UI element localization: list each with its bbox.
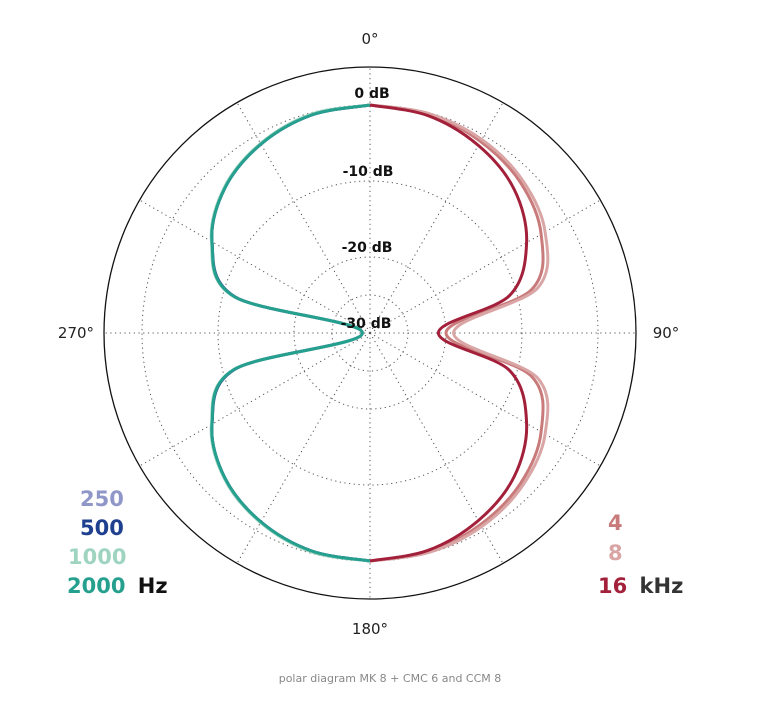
legend-label-500: 500 bbox=[80, 516, 124, 540]
grid-spoke-300 bbox=[139, 199, 371, 334]
legend-label-250: 250 bbox=[80, 487, 124, 511]
grid-spoke-120 bbox=[369, 332, 601, 467]
outer-ring bbox=[103, 66, 637, 600]
legend-unit-khz: kHz bbox=[640, 574, 684, 598]
grid-spoke-150 bbox=[369, 332, 504, 564]
grid-spoke-60 bbox=[369, 199, 601, 334]
grid-ring-1 bbox=[217, 180, 523, 486]
legend-value-2000: 2000 bbox=[67, 574, 125, 598]
angle-label-0: 0° bbox=[361, 30, 378, 48]
db-label-minus20: -20 dB bbox=[342, 240, 393, 256]
angle-label-90: 90° bbox=[653, 324, 680, 342]
legend-label-2000: 2000 Hz bbox=[67, 574, 168, 598]
legend-high-frequencies: 4 8 16 kHz bbox=[598, 511, 683, 598]
legend-label-8: 8 bbox=[608, 541, 623, 565]
legend-unit-hz: Hz bbox=[138, 574, 168, 598]
legend-label-16: 16 kHz bbox=[598, 574, 683, 598]
db-label-minus30: -30 dB bbox=[341, 316, 392, 332]
polar-chart: 0° 90° 180° 270° 0 dB -10 dB -20 dB -30 … bbox=[58, 30, 683, 638]
figure-caption: polar diagram MK 8 + CMC 6 and CCM 8 bbox=[278, 672, 502, 685]
legend-label-1000: 1000 bbox=[68, 545, 126, 569]
legend-label-4: 4 bbox=[608, 511, 623, 535]
grid-spoke-330 bbox=[236, 102, 371, 334]
curve-8 bbox=[369, 103, 550, 563]
grid-spoke-210 bbox=[236, 332, 371, 564]
curve-16 bbox=[369, 103, 529, 563]
db-label-0: 0 dB bbox=[354, 86, 389, 102]
db-label-minus10: -10 dB bbox=[343, 164, 394, 180]
curve-4 bbox=[369, 103, 545, 563]
angle-label-180: 180° bbox=[352, 620, 388, 638]
grid-spoke-240 bbox=[139, 332, 371, 467]
polar-grid bbox=[104, 67, 636, 599]
legend-low-frequencies: 250 500 1000 2000 Hz bbox=[67, 487, 168, 598]
curve-2000 bbox=[210, 103, 371, 563]
polar-curves bbox=[209, 103, 550, 563]
angle-label-270: 270° bbox=[58, 324, 94, 342]
legend-value-16: 16 bbox=[598, 574, 627, 598]
grid-spoke-30 bbox=[369, 102, 504, 334]
